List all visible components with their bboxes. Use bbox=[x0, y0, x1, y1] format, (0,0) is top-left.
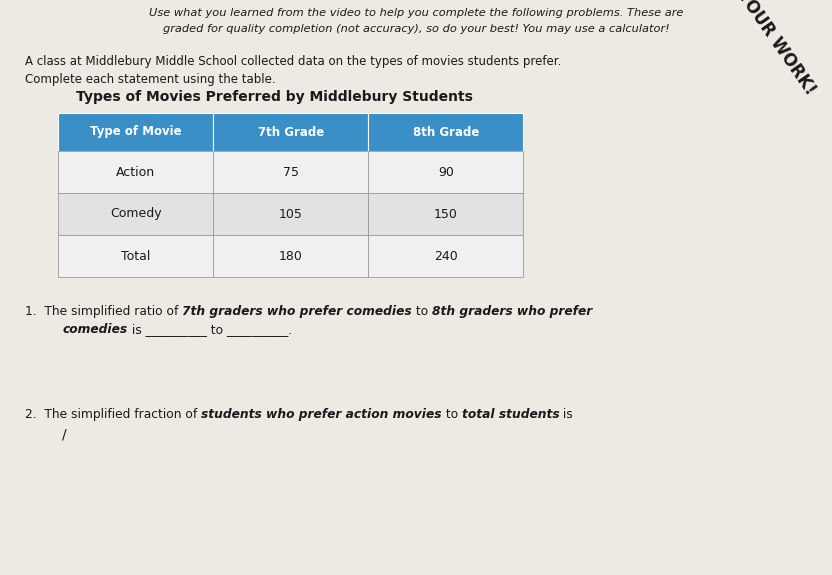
FancyBboxPatch shape bbox=[213, 151, 369, 193]
Text: students who prefer action movies: students who prefer action movies bbox=[201, 408, 442, 421]
Text: A class at Middlebury Middle School collected data on the types of movies studen: A class at Middlebury Middle School coll… bbox=[25, 55, 562, 68]
Text: 7th Grade: 7th Grade bbox=[258, 125, 324, 139]
Text: /: / bbox=[62, 428, 67, 442]
Text: SHOW YOUR WORK!: SHOW YOUR WORK! bbox=[697, 0, 820, 98]
Text: 240: 240 bbox=[433, 250, 458, 263]
FancyBboxPatch shape bbox=[213, 113, 369, 151]
FancyBboxPatch shape bbox=[58, 113, 213, 151]
FancyBboxPatch shape bbox=[58, 235, 213, 277]
FancyBboxPatch shape bbox=[213, 235, 369, 277]
Text: is: is bbox=[559, 408, 573, 421]
FancyBboxPatch shape bbox=[369, 235, 523, 277]
Text: comedies: comedies bbox=[62, 323, 127, 336]
Text: to: to bbox=[442, 408, 462, 421]
Text: 180: 180 bbox=[279, 250, 303, 263]
FancyBboxPatch shape bbox=[213, 193, 369, 235]
Text: 90: 90 bbox=[438, 166, 453, 178]
Text: 75: 75 bbox=[283, 166, 299, 178]
Text: Types of Movies Preferred by Middlebury Students: Types of Movies Preferred by Middlebury … bbox=[76, 90, 473, 104]
Text: Action: Action bbox=[116, 166, 156, 178]
FancyBboxPatch shape bbox=[58, 151, 213, 193]
Text: 150: 150 bbox=[433, 208, 458, 220]
FancyBboxPatch shape bbox=[369, 193, 523, 235]
Text: 7th graders who prefer comedies: 7th graders who prefer comedies bbox=[182, 305, 412, 318]
FancyBboxPatch shape bbox=[369, 151, 523, 193]
Text: total students: total students bbox=[462, 408, 559, 421]
Text: 8th graders who prefer: 8th graders who prefer bbox=[432, 305, 592, 318]
Text: 1.  The simplified ratio of: 1. The simplified ratio of bbox=[25, 305, 182, 318]
Text: Use what you learned from the video to help you complete the following problems.: Use what you learned from the video to h… bbox=[149, 8, 683, 18]
Text: 8th Grade: 8th Grade bbox=[413, 125, 479, 139]
Text: Total: Total bbox=[121, 250, 151, 263]
Text: to: to bbox=[412, 305, 432, 318]
Text: is __________ to __________.: is __________ to __________. bbox=[127, 323, 292, 336]
Text: Type of Movie: Type of Movie bbox=[90, 125, 181, 139]
Text: graded for quality completion (not accuracy), so do your best! You may use a cal: graded for quality completion (not accur… bbox=[163, 24, 669, 34]
Text: Comedy: Comedy bbox=[110, 208, 161, 220]
FancyBboxPatch shape bbox=[58, 193, 213, 235]
Text: 105: 105 bbox=[279, 208, 303, 220]
Text: Complete each statement using the table.: Complete each statement using the table. bbox=[25, 73, 275, 86]
Text: 2.  The simplified fraction of: 2. The simplified fraction of bbox=[25, 408, 201, 421]
FancyBboxPatch shape bbox=[369, 113, 523, 151]
